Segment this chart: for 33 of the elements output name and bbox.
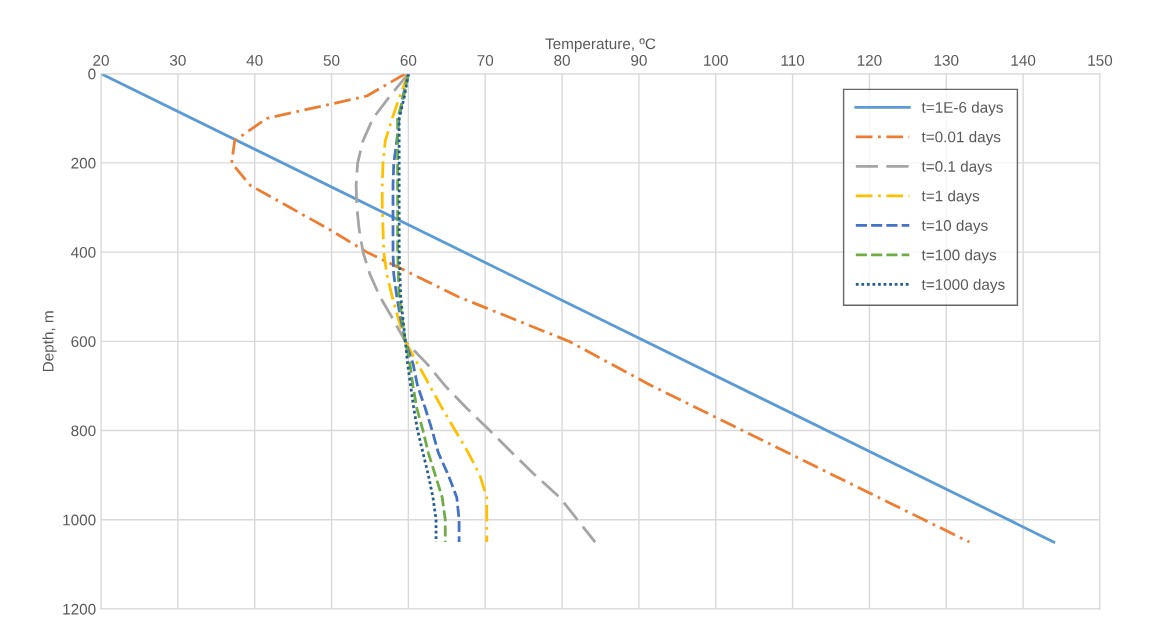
- x-axis-title: Temperature, ºC: [545, 38, 656, 53]
- legend-label: t=100 days: [921, 249, 997, 264]
- legend-label: t=1E-6 days: [921, 101, 1003, 116]
- line-series: [380, 73, 489, 544]
- x-tick-label: 130: [934, 55, 959, 66]
- line-series: [354, 73, 597, 544]
- y-tick-label: 200: [71, 157, 96, 169]
- x-tick-label: 140: [1011, 55, 1036, 66]
- y-tick-label: 600: [71, 336, 96, 348]
- y-tick-label: 800: [71, 425, 96, 437]
- x-tick-label: 90: [631, 55, 647, 66]
- x-tick-label: 120: [857, 55, 882, 66]
- y-tick-label: 0: [88, 68, 96, 80]
- x-tick-label: 40: [246, 55, 263, 66]
- legend-label: t=0.1 days: [921, 160, 992, 175]
- y-tick-label: 1200: [63, 603, 96, 615]
- x-tick-label: 20: [93, 55, 109, 66]
- x-tick-label: 80: [554, 55, 570, 66]
- x-tick-label: 100: [704, 55, 728, 66]
- legend-label: t=1000 days: [921, 278, 1005, 293]
- legend-label: t=10 days: [921, 219, 988, 234]
- x-tick-label: 30: [169, 55, 186, 66]
- x-tick-label: 50: [323, 55, 340, 66]
- x-tick-label: 110: [781, 55, 805, 66]
- legend-label: t=0.01 days: [921, 131, 1001, 146]
- y-tick-label: 1000: [63, 514, 96, 526]
- line-series: [396, 73, 447, 544]
- legend-label: t=1 days: [921, 190, 980, 205]
- x-tick-label: 60: [400, 55, 417, 66]
- x-tick-label: 70: [477, 55, 494, 66]
- y-tick-label: 400: [71, 246, 96, 258]
- x-tick-label: 150: [1088, 55, 1113, 66]
- y-axis-title: Depth, m: [42, 311, 57, 372]
